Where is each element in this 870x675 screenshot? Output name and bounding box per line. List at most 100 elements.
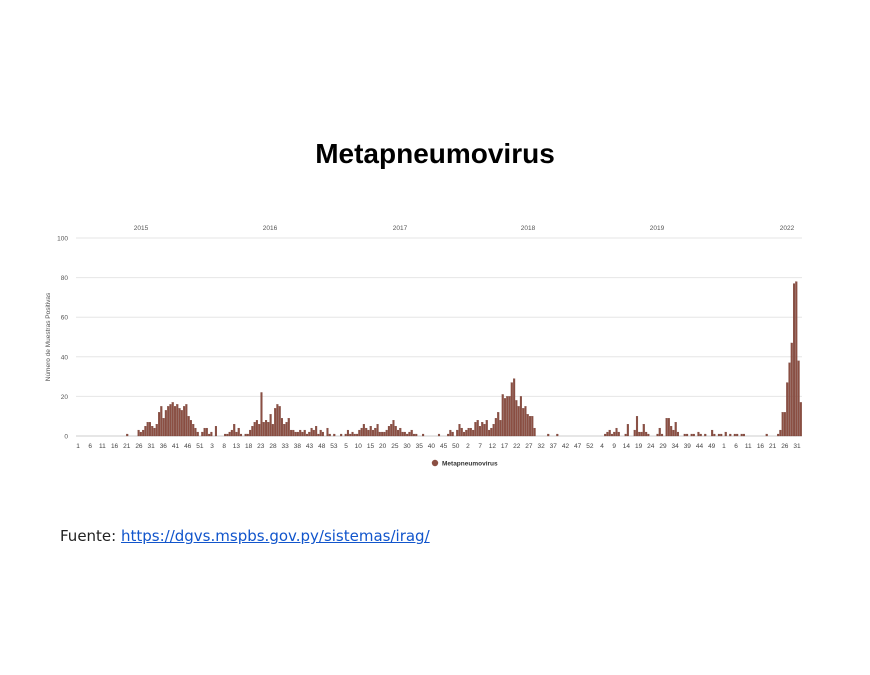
x-tick-label: 6 (88, 443, 92, 450)
x-tick-label: 51 (196, 443, 204, 450)
bar (378, 431, 381, 437)
bar (779, 429, 782, 437)
bar (524, 406, 527, 437)
bar (328, 433, 331, 437)
x-tick-label: 44 (696, 443, 704, 450)
bar (483, 424, 486, 437)
bar (260, 392, 263, 437)
bar (326, 427, 329, 437)
bar (164, 410, 167, 437)
bar (451, 431, 454, 437)
x-tick-label: 42 (562, 443, 570, 450)
x-tick-label: 47 (574, 443, 582, 450)
x-tick-label: 41 (172, 443, 180, 450)
bar (690, 433, 693, 437)
bar (699, 433, 702, 437)
bar (258, 424, 261, 437)
bar (604, 433, 607, 437)
source-link[interactable]: https://dgvs.mspbs.gov.py/sistemas/irag/ (121, 527, 430, 545)
bar (194, 427, 197, 437)
bar (228, 431, 231, 437)
bar (638, 431, 641, 437)
x-tick-label: 16 (757, 443, 765, 450)
bar (795, 281, 798, 437)
bar (176, 404, 179, 437)
bar (178, 408, 181, 437)
bar (146, 422, 149, 437)
x-tick-label: 15 (367, 443, 375, 450)
x-tick-label: 35 (416, 443, 424, 450)
x-tick-label: 1 (76, 443, 80, 450)
bar (729, 433, 732, 437)
bar (465, 429, 468, 437)
bar (615, 427, 618, 437)
bar (717, 433, 720, 437)
x-tick-label: 8 (222, 443, 226, 450)
bar (686, 433, 689, 437)
bar (792, 283, 796, 437)
y-tick-label: 40 (61, 354, 69, 361)
year-label: 2019 (650, 225, 665, 232)
bar (506, 396, 509, 437)
bar (365, 427, 368, 437)
bar (456, 429, 459, 437)
bar (153, 427, 156, 437)
bar (397, 429, 400, 437)
bar (467, 427, 470, 437)
x-tick-label: 3 (210, 443, 214, 450)
bar (235, 431, 238, 437)
bar (376, 424, 379, 437)
bar (285, 422, 288, 437)
bar (224, 433, 227, 437)
bar (299, 429, 302, 437)
bar (171, 402, 174, 437)
bar (276, 404, 279, 437)
bar (556, 433, 559, 437)
bar (312, 429, 315, 437)
x-tick-label: 52 (586, 443, 594, 450)
bar (408, 431, 411, 437)
bar (340, 433, 343, 437)
bar (196, 431, 199, 437)
bar (321, 431, 324, 437)
bar (403, 431, 406, 437)
bar (244, 433, 247, 437)
bar (358, 429, 361, 437)
y-axis-label: Número de Muestras Positivas (45, 292, 52, 381)
bar (230, 429, 233, 437)
x-tick-label: 32 (537, 443, 545, 450)
bar (203, 427, 206, 437)
x-tick-label: 2 (466, 443, 470, 450)
bar (765, 433, 768, 437)
bar (412, 433, 415, 437)
x-tick-label: 22 (513, 443, 521, 450)
bar (474, 422, 477, 437)
x-tick-label: 48 (318, 443, 326, 450)
bar (305, 433, 309, 437)
x-tick-label: 10 (355, 443, 363, 450)
bar (501, 394, 504, 437)
bar (158, 412, 161, 437)
bar (310, 427, 313, 437)
bar (660, 433, 664, 437)
bar (201, 431, 204, 437)
y-tick-label: 0 (64, 434, 68, 441)
bar (237, 427, 240, 437)
y-tick-label: 80 (61, 275, 69, 282)
bar (415, 433, 418, 437)
bar (308, 431, 311, 437)
bar (488, 429, 491, 437)
x-tick-label: 29 (659, 443, 667, 450)
bar (645, 431, 648, 437)
x-tick-label: 11 (745, 443, 752, 450)
bar (185, 404, 188, 437)
bar (783, 412, 786, 437)
year-label: 2022 (780, 225, 795, 232)
x-tick-label: 40 (428, 443, 436, 450)
bar (697, 431, 700, 437)
bar (481, 422, 484, 437)
bar (640, 431, 643, 437)
x-tick-label: 25 (391, 443, 399, 450)
bar (788, 362, 791, 437)
